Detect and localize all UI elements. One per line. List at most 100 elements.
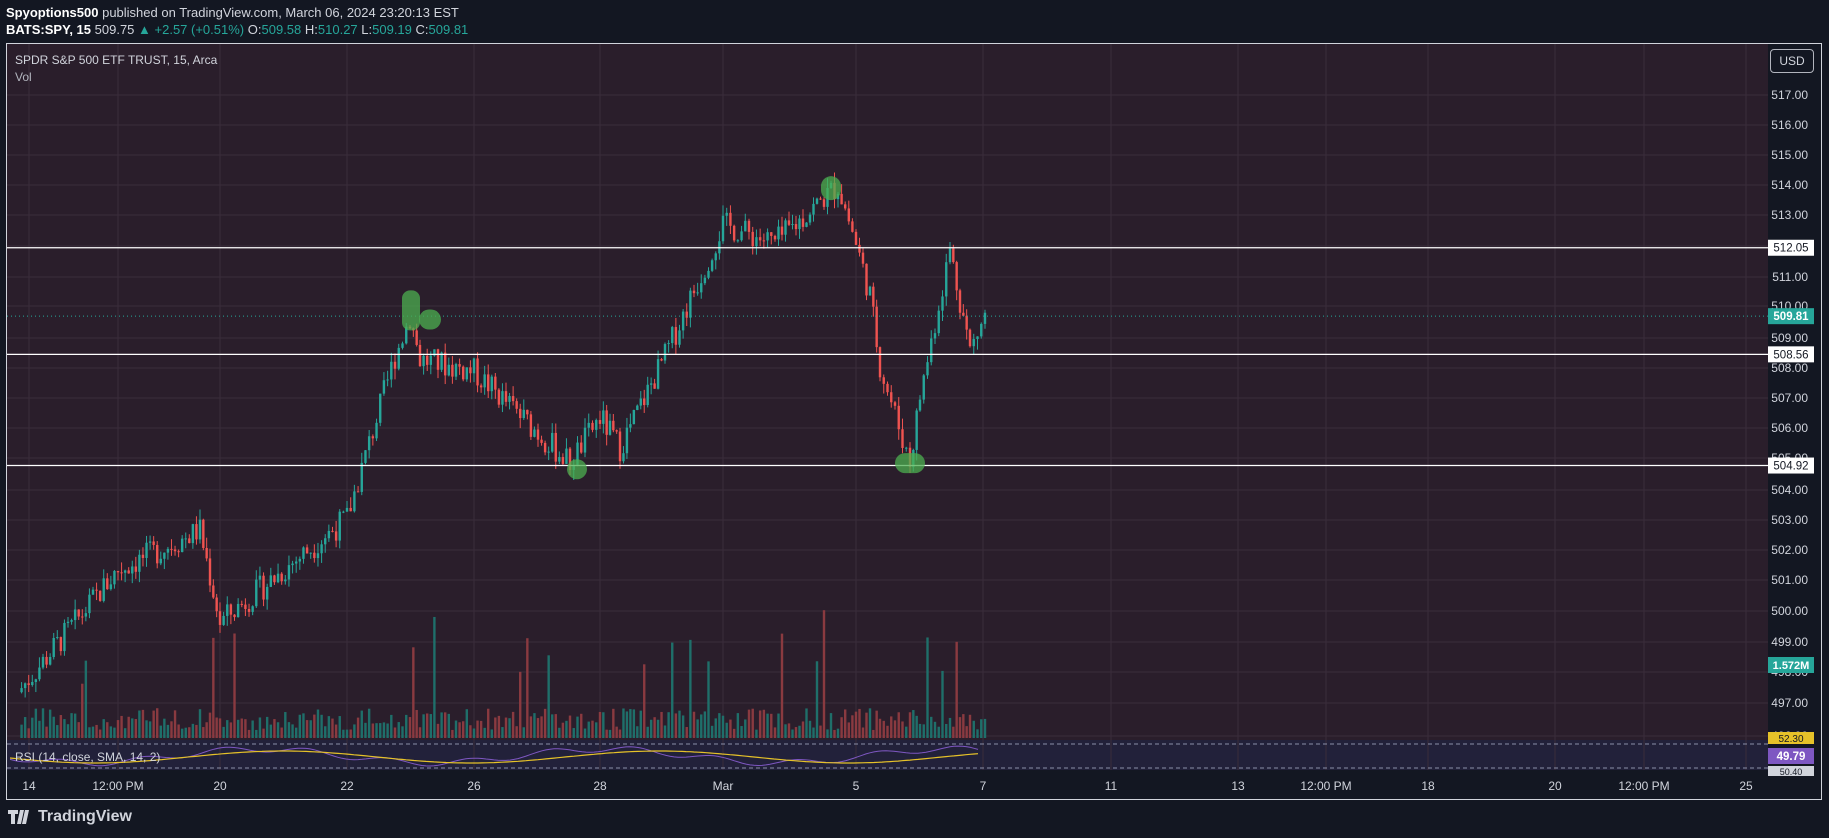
- volume-bar: [63, 719, 66, 738]
- candle-body: [191, 524, 195, 544]
- volume-bar: [88, 727, 91, 738]
- volume-bar: [905, 726, 908, 738]
- candle-body: [784, 220, 787, 235]
- x-tick-label: 12:00 PM: [1618, 779, 1669, 793]
- rsi-ma-line: [9, 750, 979, 764]
- volume-bar: [812, 727, 815, 738]
- candle-body: [890, 392, 893, 403]
- volume-bar: [580, 713, 583, 738]
- candle-body: [45, 656, 48, 665]
- candle-body: [490, 376, 493, 392]
- volume-bar: [269, 724, 272, 738]
- candle-body: [451, 364, 454, 377]
- y-tick-label: 502.00: [1771, 543, 1808, 557]
- candle-body: [915, 410, 918, 450]
- volume-tag: [1768, 657, 1814, 673]
- volume-tag-label: 1.572M: [1773, 660, 1810, 672]
- y-tick-label: 503.00: [1771, 513, 1808, 527]
- volume-bar: [547, 655, 550, 738]
- volume-bar: [331, 718, 334, 738]
- candle-body: [440, 352, 443, 370]
- volume-bar: [952, 726, 955, 738]
- candle-body: [551, 432, 554, 452]
- volume-bar: [84, 660, 88, 738]
- volume-bar: [479, 720, 483, 738]
- volume-bar: [458, 722, 461, 738]
- rsi-lower-tag: [1768, 766, 1814, 776]
- candle-body: [415, 330, 418, 345]
- symbol-label: BATS:SPY, 15: [6, 22, 92, 37]
- volume-bar: [170, 721, 173, 738]
- volume-bar: [447, 713, 450, 738]
- y-tick-label: 515.00: [1771, 148, 1808, 162]
- volume-bar: [515, 726, 518, 738]
- candle-body: [952, 248, 955, 263]
- candle-body: [324, 538, 327, 545]
- candle-body: [465, 367, 468, 380]
- volume-bar: [558, 727, 561, 738]
- volume-bar: [465, 709, 468, 738]
- candle-body: [865, 263, 868, 296]
- candle-body: [494, 376, 497, 390]
- candle-body: [63, 622, 66, 652]
- candle-body: [780, 226, 784, 235]
- candle-body: [875, 306, 878, 348]
- candle-body: [205, 547, 208, 559]
- candle-body: [422, 355, 425, 367]
- volume-bar: [184, 727, 187, 738]
- volume-bar: [195, 724, 198, 738]
- currency-button[interactable]: USD: [1770, 49, 1814, 73]
- candle-body: [504, 391, 508, 402]
- candle-body: [20, 688, 23, 693]
- candle-body: [462, 366, 465, 380]
- candle-body: [751, 231, 754, 247]
- volume-bar: [106, 722, 109, 738]
- volume-bar: [968, 714, 972, 738]
- volume-bar: [948, 717, 952, 738]
- x-tick-label: 11: [1105, 779, 1118, 793]
- tradingview-brand[interactable]: TradingView: [8, 808, 132, 826]
- volume-bar: [298, 714, 302, 738]
- volume-bar: [844, 709, 847, 738]
- volume-bar: [73, 713, 77, 738]
- volume-bar: [382, 722, 386, 738]
- volume-bar: [258, 717, 262, 738]
- candle-body: [141, 554, 145, 558]
- volume-bar: [576, 716, 579, 738]
- volume-bar: [393, 727, 397, 738]
- candle-body: [901, 429, 904, 448]
- volume-bar: [276, 722, 280, 738]
- volume-bar: [440, 712, 443, 738]
- candle-body: [202, 519, 205, 548]
- volume-bar: [526, 638, 529, 738]
- candle-body: [511, 396, 515, 402]
- volume-bar: [639, 710, 642, 738]
- volume-bar: [522, 727, 525, 738]
- publish-info: Spyoptions500 published on TradingView.c…: [6, 5, 459, 20]
- candle-body: [791, 224, 794, 226]
- volume-bar: [177, 724, 180, 738]
- candle-body: [198, 519, 202, 540]
- candle-body: [208, 558, 212, 586]
- y-tick-label: 500.00: [1771, 604, 1808, 618]
- volume-bar: [618, 729, 622, 738]
- candle-body: [639, 398, 642, 406]
- candle-body: [251, 606, 254, 612]
- candle-body: [721, 215, 725, 242]
- volume-bar: [188, 727, 191, 738]
- author-name[interactable]: Spyoptions500: [6, 5, 99, 20]
- candle-body: [674, 327, 678, 345]
- x-tick-label: 13: [1231, 779, 1245, 793]
- volume-bar: [397, 722, 400, 738]
- candle-body: [937, 310, 940, 334]
- candle-body: [526, 409, 529, 415]
- volume-bar: [56, 725, 59, 738]
- volume-bar: [805, 708, 808, 738]
- volume-bar: [408, 717, 412, 738]
- candle-body: [561, 457, 565, 464]
- volume-bar: [422, 714, 425, 738]
- volume-bar: [826, 729, 829, 738]
- volume-bar: [52, 716, 55, 738]
- candle-body: [106, 578, 109, 590]
